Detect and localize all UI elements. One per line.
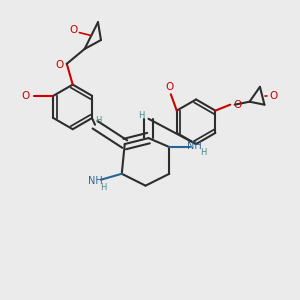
Text: O: O (69, 25, 78, 34)
Text: O: O (233, 100, 242, 110)
Text: NH: NH (187, 140, 202, 151)
Text: O: O (165, 82, 173, 92)
Text: H: H (95, 116, 101, 125)
Text: O: O (269, 91, 278, 101)
Text: H: H (100, 183, 106, 192)
Text: O: O (21, 91, 29, 101)
Text: NH: NH (88, 176, 103, 186)
Text: O: O (55, 60, 64, 70)
Text: H: H (200, 148, 206, 157)
Text: H: H (138, 111, 144, 120)
